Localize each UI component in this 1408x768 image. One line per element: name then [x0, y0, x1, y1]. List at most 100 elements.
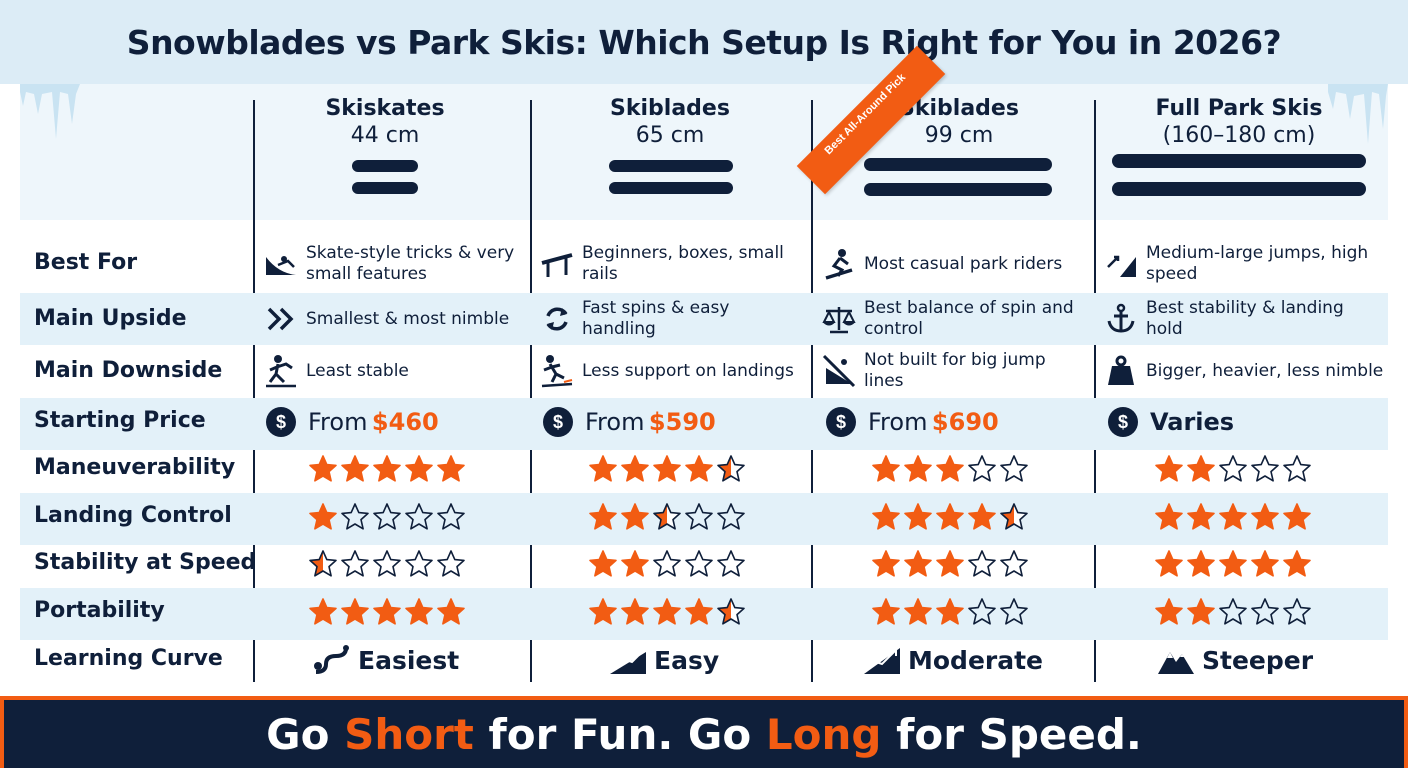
jump-icon [1104, 247, 1138, 281]
star-rating [588, 549, 748, 579]
column-size: 99 cm [924, 123, 994, 148]
star-empty-icon [1283, 455, 1311, 482]
double-chevron-icon [264, 302, 298, 336]
no-jump-icon [822, 354, 856, 388]
star-rating [308, 549, 468, 579]
star-rating [308, 597, 468, 627]
row-label: Stability at Speed [34, 550, 257, 575]
star-empty-icon [685, 550, 713, 577]
row-starting-price [20, 398, 1388, 450]
star-rating [308, 502, 468, 532]
header-background [20, 84, 1388, 220]
star-full-icon [621, 455, 649, 482]
footer-text: Go [266, 709, 345, 759]
star-empty-icon [685, 503, 713, 530]
star-full-icon [936, 550, 964, 577]
star-empty-icon [717, 503, 745, 530]
weight-icon [1104, 354, 1138, 388]
ski-graphic [352, 182, 418, 194]
column-size: 65 cm [635, 123, 705, 148]
cell-text: Less support on landings [582, 360, 794, 381]
cell-starting-price: $ Varies [1108, 402, 1234, 442]
row-main-upside [20, 293, 1388, 345]
star-full-icon [968, 503, 996, 530]
star-full-icon [1187, 598, 1215, 625]
cell-text: Best stability & landing hold [1146, 298, 1344, 339]
star-rating [871, 549, 1031, 579]
star-full-icon [341, 455, 369, 482]
cell-text: Smallest & most nimble [306, 308, 510, 329]
star-full-icon [309, 598, 337, 625]
title-band: Snowblades vs Park Skis: Which Setup Is … [0, 0, 1408, 84]
curve-text: Easy [654, 645, 720, 675]
cell-best-for: Most casual park riders [822, 242, 1084, 286]
cell-text: Skate-style tricks & very small features [306, 243, 515, 284]
ramp-icon [264, 247, 298, 281]
price-amount: $590 [648, 408, 716, 436]
star-full-icon [1155, 598, 1183, 625]
star-rating [308, 454, 468, 484]
star-full-icon [872, 455, 900, 482]
snowboarder-icon [822, 247, 856, 281]
star-full-icon [685, 598, 713, 625]
star-empty-icon [1219, 455, 1247, 482]
cell-text: Least stable [306, 360, 409, 381]
cell-best-for: Skate-style tricks & very small features [264, 242, 526, 286]
star-half-icon [717, 598, 745, 625]
star-rating [871, 597, 1031, 627]
row-label: Portability [34, 598, 165, 623]
star-full-icon [1187, 455, 1215, 482]
cell-starting-price: $ From $590 [543, 402, 716, 442]
cell-main-upside: Fast spins & easy handling [540, 296, 802, 342]
star-half-icon [1000, 503, 1028, 530]
icicles-icon [20, 84, 80, 139]
cell-best-for: Beginners, boxes, small rails [540, 242, 802, 286]
star-full-icon [1283, 550, 1311, 577]
star-empty-icon [437, 550, 465, 577]
star-half-icon [717, 455, 745, 482]
column-name: Skiblades [610, 96, 730, 121]
star-empty-icon [405, 550, 433, 577]
cell-main-upside: Best stability & landing hold [1104, 296, 1384, 342]
row-label: Main Upside [34, 306, 187, 331]
star-full-icon [904, 550, 932, 577]
gentle-slope-icon [610, 649, 646, 674]
ski-graphic [1112, 182, 1366, 196]
dollar-icon: $ [1108, 407, 1138, 437]
price-amount: $690 [931, 408, 999, 436]
price-amount: $460 [371, 408, 439, 436]
star-empty-icon [968, 550, 996, 577]
cell-main-upside: Best balance of spin and control [822, 296, 1084, 342]
price-prefix: From [308, 408, 368, 436]
rising-slope-icon [864, 648, 900, 674]
star-empty-icon [1219, 598, 1247, 625]
star-empty-icon [437, 503, 465, 530]
star-full-icon [405, 455, 433, 482]
star-empty-icon [1251, 455, 1279, 482]
cell-text: Bigger, heavier, less nimble [1146, 360, 1384, 381]
star-empty-icon [968, 598, 996, 625]
star-empty-icon [1000, 598, 1028, 625]
star-empty-icon [373, 503, 401, 530]
winding-path-icon [314, 645, 349, 674]
row-landing-control [20, 493, 1388, 545]
cell-best-for: Medium-large jumps, high speed [1104, 242, 1384, 286]
cell-main-downside: Bigger, heavier, less nimble [1104, 348, 1384, 394]
star-rating [588, 502, 748, 532]
price-text: Varies [1150, 408, 1235, 436]
column-header-skiskates: Skiskates 44 cm [250, 95, 520, 149]
cell-text: Most casual park riders [864, 253, 1063, 274]
star-full-icon [1219, 550, 1247, 577]
curve-text: Moderate [908, 645, 1044, 675]
curve-text: Easiest [358, 645, 460, 675]
cell-main-downside: Least stable [264, 348, 526, 394]
star-full-icon [1187, 503, 1215, 530]
footer-text: for Fun. Go [473, 709, 766, 759]
footer-banner: Go Short for Fun. Go Long for Speed. [0, 696, 1408, 768]
price-prefix: From [868, 408, 928, 436]
star-full-icon [1283, 503, 1311, 530]
star-full-icon [405, 598, 433, 625]
falling-person-icon [264, 354, 298, 388]
star-empty-icon [717, 550, 745, 577]
star-full-icon [1251, 503, 1279, 530]
